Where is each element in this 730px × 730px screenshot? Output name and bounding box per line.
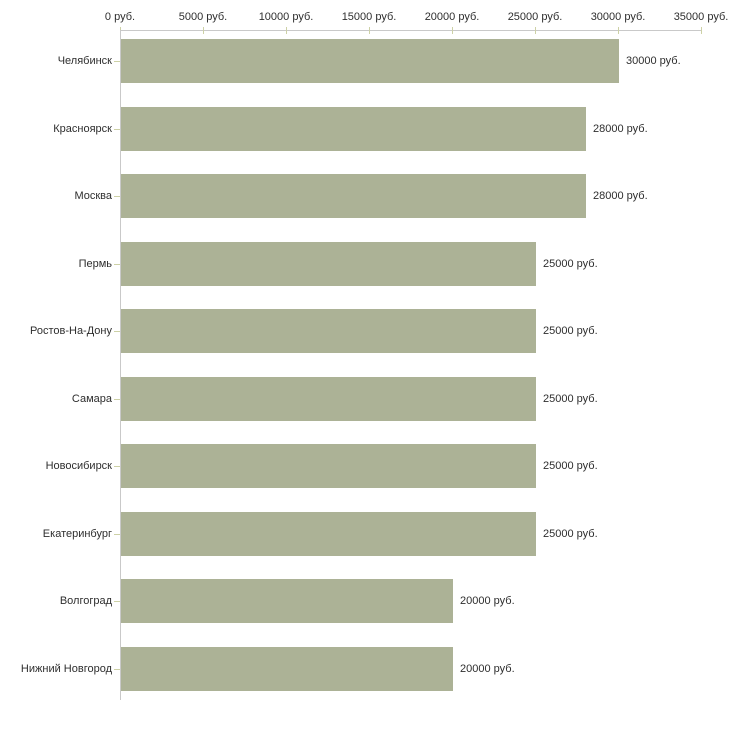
value-label: 20000 руб. <box>460 595 515 607</box>
bar <box>121 647 453 691</box>
y-axis-tick <box>114 196 120 197</box>
category-label: Нижний Новгород <box>20 663 112 675</box>
y-axis-line <box>120 30 121 700</box>
x-axis-tick-label: 35000 руб. <box>673 11 729 23</box>
value-label: 25000 руб. <box>543 325 598 337</box>
category-label: Челябинск <box>57 55 112 67</box>
x-axis-tick-label: 30000 руб. <box>590 11 646 23</box>
y-axis-tick <box>114 61 120 62</box>
bar <box>121 377 536 421</box>
x-axis-tick <box>286 27 287 34</box>
x-axis-tick-label: 10000 руб. <box>258 11 314 23</box>
x-axis-tick-label: 0 руб. <box>104 11 136 23</box>
x-axis-tick <box>452 27 453 34</box>
x-axis-tick <box>701 27 702 34</box>
category-label: Новосибирск <box>45 460 112 472</box>
y-axis-tick <box>114 129 120 130</box>
value-label: 25000 руб. <box>543 258 598 270</box>
y-axis-tick <box>114 331 120 332</box>
category-label: Самара <box>71 393 112 405</box>
y-axis-tick <box>114 669 120 670</box>
category-label: Екатеринбург <box>42 528 112 540</box>
value-label: 20000 руб. <box>460 663 515 675</box>
value-label: 25000 руб. <box>543 528 598 540</box>
bar <box>121 242 536 286</box>
category-label: Волгоград <box>59 595 112 607</box>
bar <box>121 39 619 83</box>
category-label: Красноярск <box>53 123 112 135</box>
bar <box>121 309 536 353</box>
y-axis-tick <box>114 466 120 467</box>
y-axis-tick <box>114 399 120 400</box>
x-axis-tick <box>618 27 619 34</box>
x-axis-tick <box>535 27 536 34</box>
x-axis-tick-label: 20000 руб. <box>424 11 480 23</box>
value-label: 28000 руб. <box>593 190 648 202</box>
bar <box>121 107 586 151</box>
x-axis-tick <box>369 27 370 34</box>
bar <box>121 174 586 218</box>
value-label: 30000 руб. <box>626 55 681 67</box>
category-label: Пермь <box>78 258 112 270</box>
bar <box>121 512 536 556</box>
y-axis-tick <box>114 601 120 602</box>
y-axis-tick <box>114 534 120 535</box>
bar <box>121 444 536 488</box>
x-axis-tick <box>203 27 204 34</box>
value-label: 28000 руб. <box>593 123 648 135</box>
value-label: 25000 руб. <box>543 460 598 472</box>
value-label: 25000 руб. <box>543 393 598 405</box>
y-axis-tick <box>114 264 120 265</box>
bar <box>121 579 453 623</box>
x-axis-tick-label: 25000 руб. <box>507 11 563 23</box>
x-axis-tick-label: 15000 руб. <box>341 11 397 23</box>
category-label: Москва <box>74 190 112 202</box>
x-axis-line <box>120 30 701 31</box>
x-axis-tick-label: 5000 руб. <box>178 11 228 23</box>
category-label: Ростов-На-Дону <box>29 325 112 337</box>
